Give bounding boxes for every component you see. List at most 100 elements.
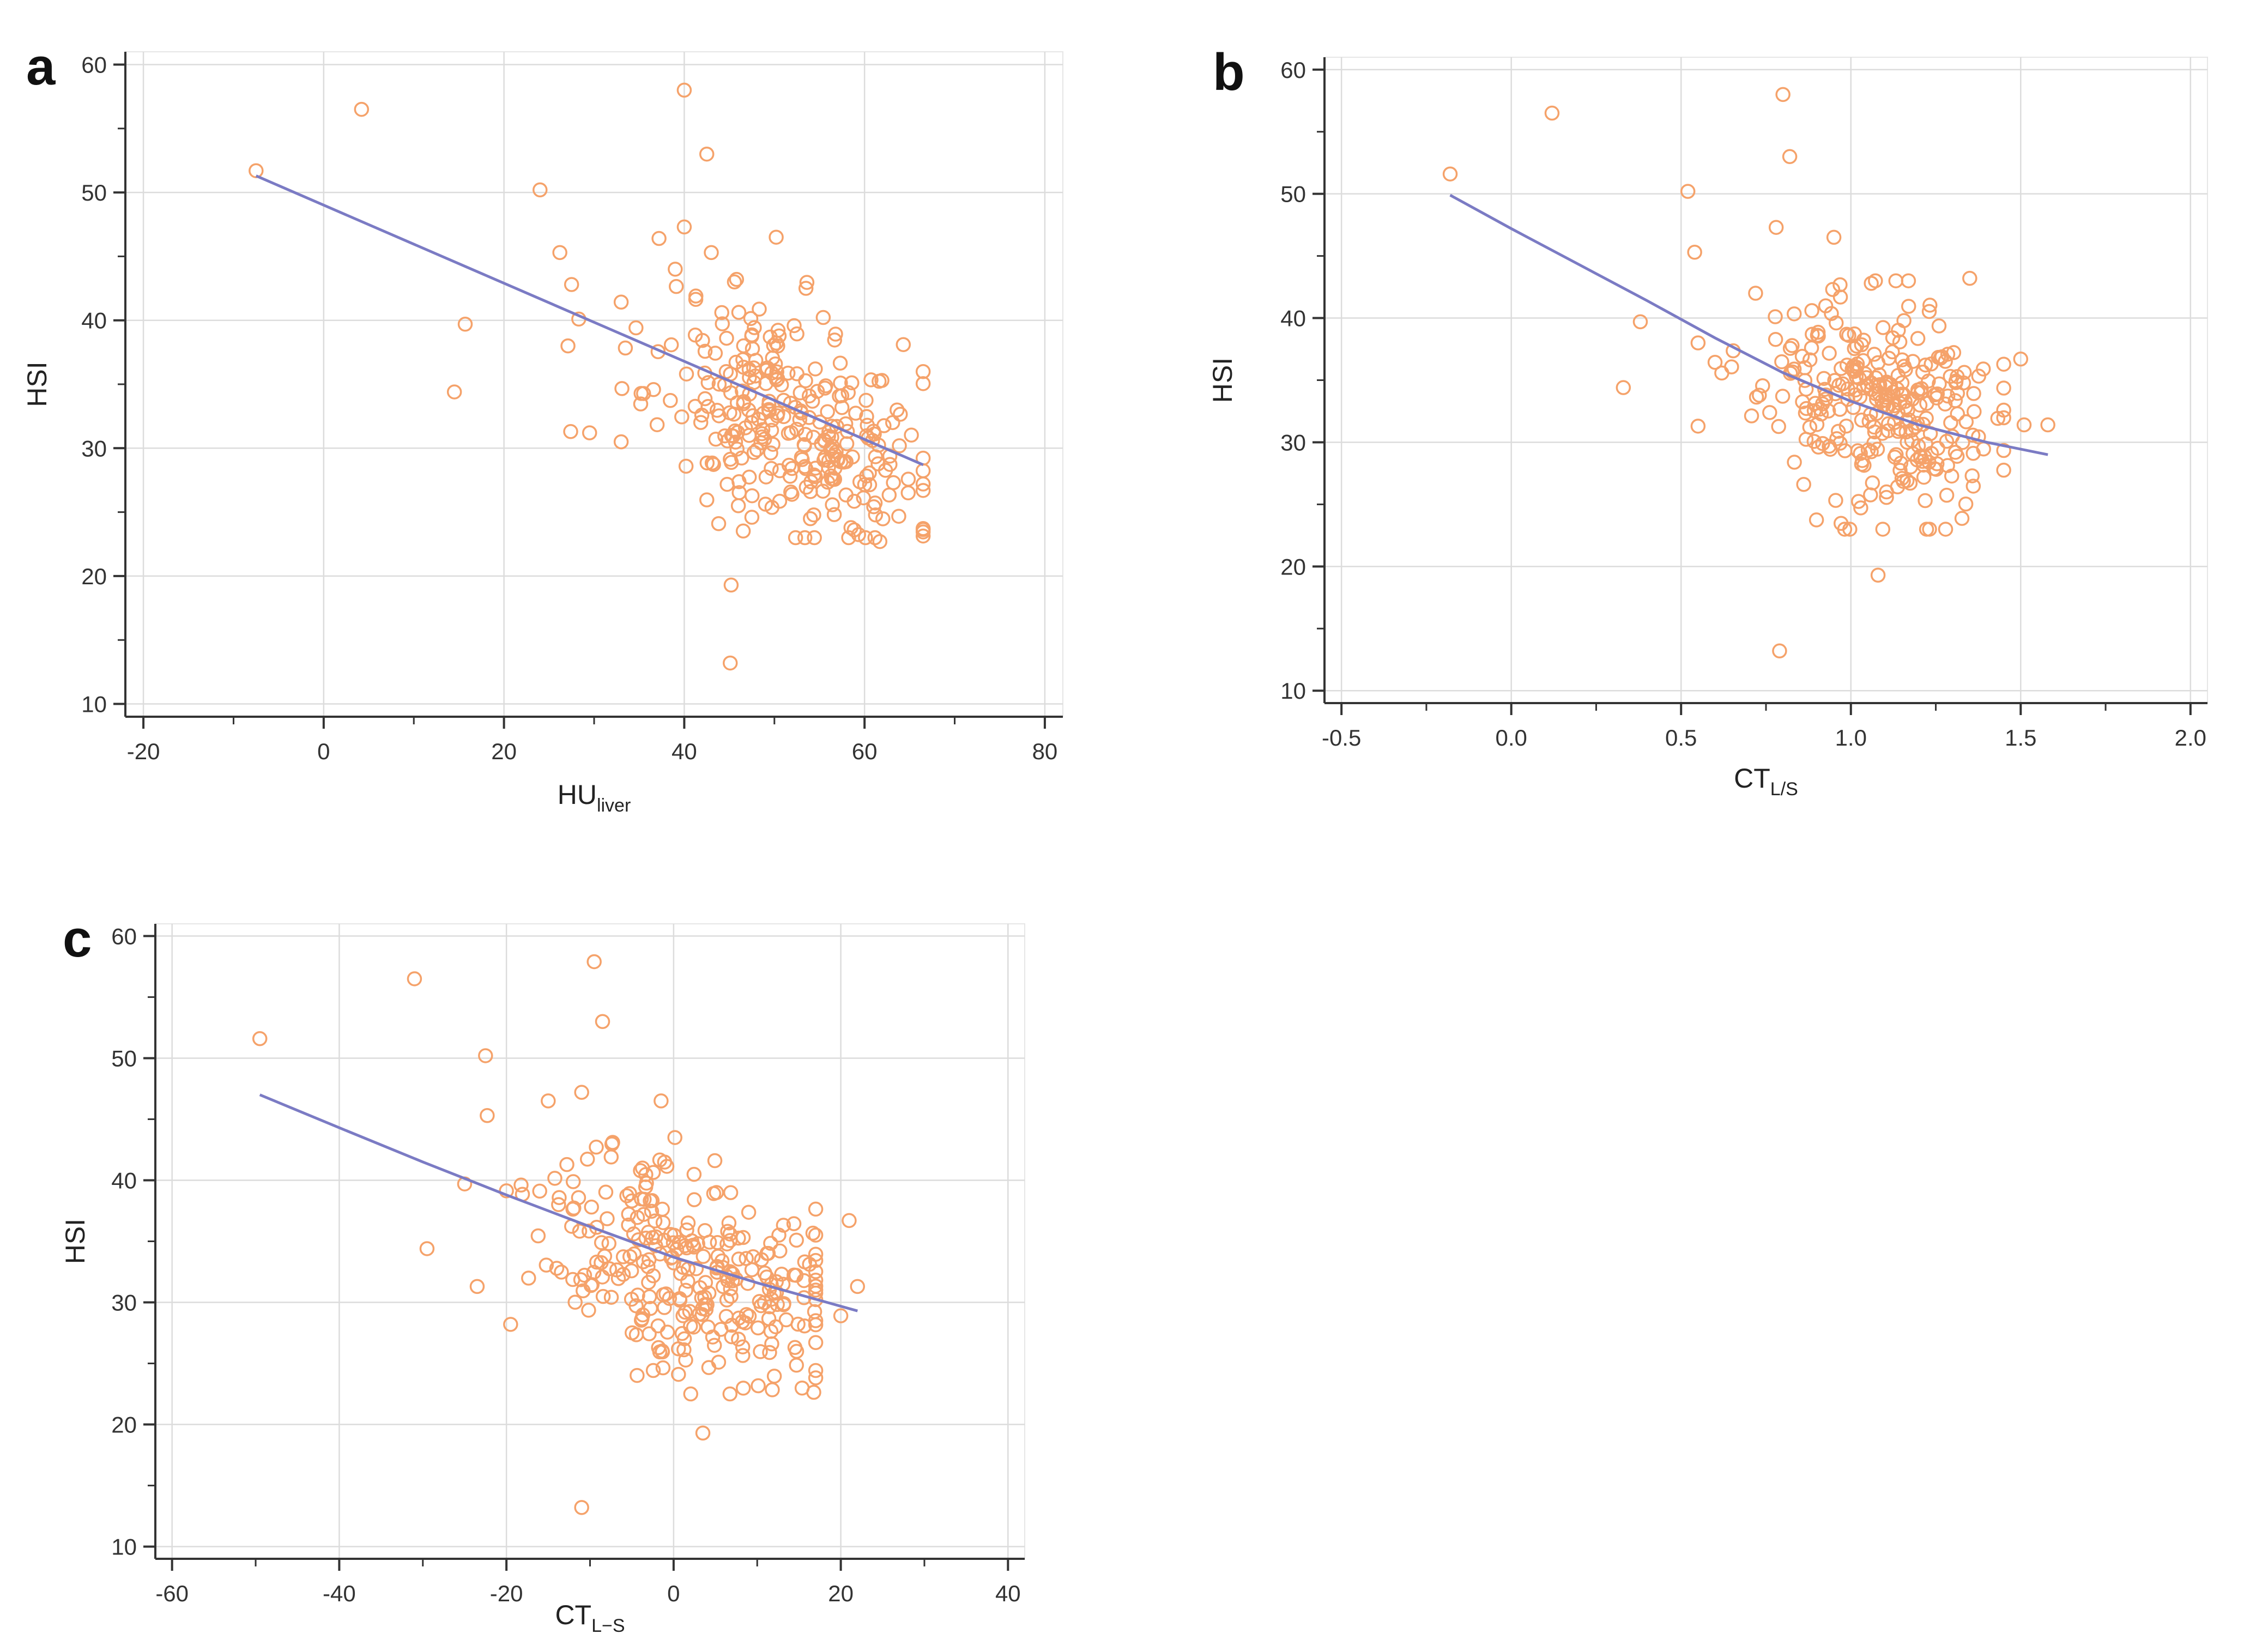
scatter-point [1840, 382, 1856, 397]
scatter-point [714, 1253, 730, 1269]
scatter-point [252, 1031, 268, 1046]
scatter-point [915, 528, 931, 544]
scatter-point [626, 1226, 642, 1242]
scatter-point [915, 521, 931, 536]
scatter-point [547, 1171, 562, 1186]
scatter-point [679, 1222, 694, 1238]
scatter-point [1690, 419, 1706, 434]
scatter-point [868, 507, 884, 523]
scatter-point [694, 407, 710, 423]
scatter-point [867, 495, 883, 511]
scatter-point [1818, 387, 1834, 403]
scatter-point [744, 327, 760, 343]
scatter-point [697, 1297, 713, 1312]
scatter-point [1632, 314, 1648, 330]
scatter-point [589, 1254, 604, 1270]
scatter-point [574, 1500, 589, 1515]
scatter-point [850, 1279, 866, 1294]
scatter-point [554, 1264, 569, 1280]
x-tick-label: -20 [490, 1581, 523, 1606]
scatter-point [563, 424, 578, 439]
scatter-point [828, 326, 843, 342]
scatter-point [1943, 415, 1958, 431]
scatter-point [893, 407, 908, 422]
scatter-point [1888, 273, 1904, 288]
scatter-point [799, 275, 815, 290]
scatter-point [650, 1318, 666, 1334]
scatter-point [1949, 449, 1965, 464]
scatter-point [838, 487, 854, 503]
scatter-point [1855, 453, 1870, 468]
scatter-point [729, 271, 745, 287]
x-tick-label: 60 [852, 739, 878, 764]
scatter-point [354, 101, 370, 117]
y-tick-label: 20 [81, 564, 107, 589]
scatter-point [1829, 431, 1844, 446]
scatter-point [633, 1312, 649, 1328]
scatter-point [1892, 463, 1908, 478]
scatter-point [1901, 299, 1916, 314]
scatter-point [628, 1327, 644, 1342]
scatter-point [844, 375, 860, 391]
scatter-point [1964, 468, 1980, 483]
scatter-point [794, 405, 809, 421]
scatter-point [601, 1236, 616, 1251]
x-tick-label: 20 [491, 739, 517, 764]
regression-line [255, 174, 924, 467]
scatter-point [807, 1304, 822, 1320]
scatter-point [892, 438, 907, 453]
scatter-point [808, 361, 823, 377]
scatter-point [858, 530, 873, 546]
scatter-point [731, 1251, 747, 1267]
scatter-point [676, 219, 692, 235]
scatter-point [1893, 455, 1909, 471]
scatter-point [1840, 391, 1855, 407]
scatter-point [1774, 354, 1789, 370]
scatter-point [727, 274, 742, 290]
scatter-point [584, 1199, 599, 1215]
scatter-point [808, 469, 823, 485]
scatter-point [1929, 390, 1944, 406]
scatter-point [721, 1215, 737, 1231]
scatter-point [1854, 337, 1870, 353]
scatter-point [1804, 303, 1819, 318]
scatter-point [643, 1193, 658, 1209]
scatter-point [598, 1184, 614, 1200]
scatter-point [1822, 346, 1837, 361]
scatter-point [1950, 406, 1965, 422]
scatter-point [744, 510, 760, 525]
scatter-point [758, 469, 774, 485]
scatter-point [1794, 349, 1810, 364]
y-tick-label: 60 [111, 923, 137, 949]
scatter-point [767, 356, 783, 372]
scatter-point [743, 311, 759, 326]
scatter-point [640, 1259, 656, 1274]
scatter-point [249, 163, 264, 178]
scatter-point [915, 463, 931, 479]
regression-line [1449, 193, 2048, 456]
scatter-point [668, 279, 684, 294]
x-tick-label: 20 [828, 1581, 854, 1606]
scatter-point [407, 971, 422, 987]
scatter-point [1687, 245, 1702, 260]
scatter-point [1771, 419, 1786, 434]
scatter-point [658, 1286, 674, 1302]
x-tick-label: -60 [155, 1581, 189, 1606]
scatter-point [1865, 475, 1880, 491]
scatter-point [513, 1177, 529, 1193]
scatter-point [600, 1211, 615, 1226]
scatter-point [446, 384, 462, 400]
scatter-point [694, 1307, 710, 1322]
scatter-point [915, 376, 931, 391]
scatter-point [1890, 423, 1906, 439]
scatter-point [649, 417, 665, 432]
scatter-point [723, 385, 739, 401]
scatter-point [792, 412, 808, 427]
scatter-point [1878, 392, 1894, 408]
y-axis-title: HSI [1207, 358, 1238, 403]
scatter-point [704, 455, 720, 471]
scatter-point [695, 1249, 711, 1264]
scatter-point [776, 1297, 791, 1312]
scatter-point [832, 355, 848, 371]
